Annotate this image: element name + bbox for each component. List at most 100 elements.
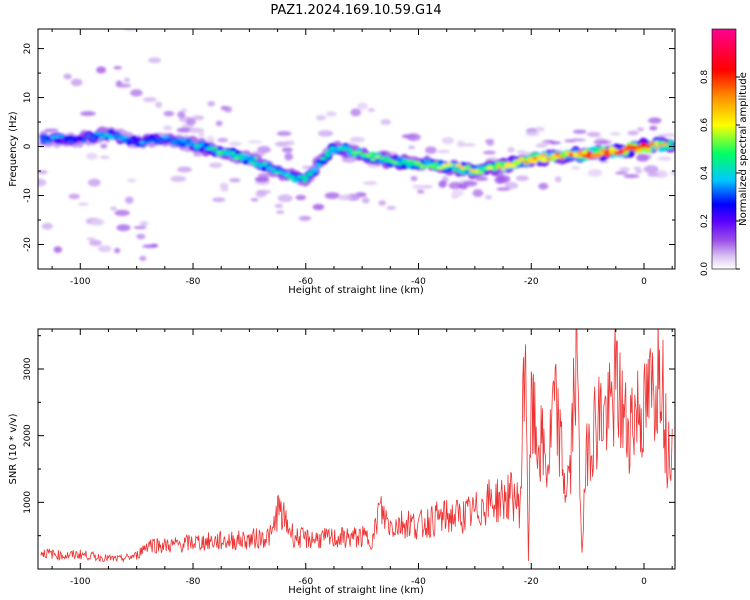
heatmap-noise-blob <box>515 175 529 182</box>
heatmap-noise-blob <box>408 145 416 149</box>
heatmap-ridge-blob <box>554 152 561 156</box>
heatmap-layer <box>38 29 675 261</box>
heatmap-ridge-blob <box>113 134 118 138</box>
heatmap-noise-blob <box>136 233 146 240</box>
heatmap-noise-blob <box>228 178 241 183</box>
heatmap-noise-blob <box>215 120 223 127</box>
spectrogram-ytick-label: 0 <box>23 143 33 149</box>
snr-panel: -100 -80 -60 -40 -20 0 1000 2000 3000 Height of … <box>8 328 676 596</box>
heatmap-noise-blob <box>534 126 545 132</box>
heatmap-ridge-blob <box>253 157 258 161</box>
heatmap-noise-blob <box>572 129 587 134</box>
snr-ytick-label: 3000 <box>23 357 33 380</box>
snr-xlabel: Height of straight line (km) <box>288 585 424 596</box>
heatmap-ridge-blob <box>348 148 353 152</box>
heatmap-noise-blob <box>123 77 131 83</box>
heatmap-noise-blob <box>474 176 489 181</box>
heatmap-noise-blob <box>163 125 173 131</box>
heatmap-noise-blob <box>142 97 157 102</box>
heatmap-noise-blob <box>86 237 96 241</box>
heatmap-noise-blob <box>554 176 562 183</box>
heatmap-ridge-blob <box>622 148 629 152</box>
heatmap-noise-blob <box>44 128 59 133</box>
heatmap-ridge-blob <box>609 150 615 154</box>
colorbar: 0.0 0.2 0.4 0.6 0.8 Normalized spectral ampl… <box>700 28 749 276</box>
heatmap-ridge-blob <box>212 147 218 151</box>
heatmap-noise-blob <box>99 155 110 159</box>
spectrogram-xtick-label: -40 <box>411 277 426 287</box>
colorbar-ticks: 0.0 0.2 0.4 0.6 0.8 <box>700 70 740 276</box>
heatmap-noise-blob <box>139 255 147 261</box>
heatmap-noise-blob <box>482 150 496 155</box>
spectrogram-xtick-label: -60 <box>298 277 313 287</box>
heatmap-ridge-blob <box>590 153 598 157</box>
heatmap-ridge-blob <box>266 162 272 168</box>
heatmap-ridge-blob <box>401 160 408 165</box>
heatmap-ridge-blob <box>486 166 494 170</box>
heatmap-ridge-blob <box>247 155 255 162</box>
heatmap-ridge-blob <box>316 163 321 167</box>
spectrogram-xtick-label: -80 <box>186 277 201 287</box>
heatmap-noise-blob <box>593 139 609 145</box>
heatmap-noise-blob <box>636 153 648 161</box>
heatmap-noise-blob <box>220 105 228 111</box>
heatmap-ridge-blob <box>522 160 530 165</box>
heatmap-ridge-blob <box>477 171 485 175</box>
heatmap-ridge-blob <box>289 176 294 180</box>
heatmap-noise-blob <box>110 206 117 211</box>
heatmap-ridge-blob <box>550 153 556 158</box>
heatmap-noise-blob <box>338 194 353 201</box>
heatmap-ridge-blob <box>262 162 267 166</box>
heatmap-ridge-blob <box>379 156 385 160</box>
heatmap-noise-blob <box>127 178 137 183</box>
heatmap-ridge-blob <box>492 167 497 171</box>
heatmap-noise-blob <box>295 194 307 201</box>
heatmap-ridge-blob <box>50 135 56 140</box>
spectrogram-frame <box>37 28 676 270</box>
heatmap-noise-blob <box>192 115 205 121</box>
heatmap-noise-blob <box>229 141 242 147</box>
heatmap-noise-blob <box>472 189 484 197</box>
heatmap-noise-blob <box>139 220 149 227</box>
heatmap-ridge-blob <box>564 151 570 155</box>
snr-frame <box>37 328 676 570</box>
heatmap-noise-blob <box>538 141 552 146</box>
heatmap-ridge-blob <box>86 134 92 138</box>
heatmap-noise-blob <box>484 194 493 200</box>
heatmap-noise-blob <box>275 210 285 214</box>
heatmap-ridge-blob <box>432 162 440 166</box>
heatmap-noise-blob <box>63 73 72 80</box>
heatmap-noise-blob <box>198 132 205 137</box>
heatmap-ridge-blob <box>239 157 245 162</box>
heatmap-noise-blob <box>380 118 391 126</box>
heatmap-noise-blob <box>587 168 603 177</box>
heatmap-noise-blob <box>250 198 259 202</box>
heatmap-ridge-blob <box>180 138 187 143</box>
heatmap-noise-blob <box>206 135 215 144</box>
heatmap-ridge-blob <box>655 146 659 150</box>
heatmap-ridge-blob <box>230 151 236 155</box>
heatmap-ridge-blob <box>618 149 624 153</box>
heatmap-noise-blob <box>116 224 131 232</box>
heatmap-noise-blob <box>448 181 462 190</box>
heatmap-noise-blob <box>564 139 577 143</box>
spectrogram-ytick-label: -20 <box>23 237 33 252</box>
spectrogram-xtick-label: -20 <box>524 277 539 287</box>
colorbar-tick-label: 0.8 <box>700 70 710 85</box>
heatmap-noise-blob <box>188 127 205 134</box>
heatmap-noise-blob <box>315 114 327 121</box>
heatmap-ridge-blob <box>436 166 445 170</box>
heatmap-ridge-blob <box>265 166 273 170</box>
colorbar-tick-label: 0.6 <box>700 118 710 133</box>
heatmap-ridge-blob <box>279 171 286 175</box>
heatmap-ridge-blob <box>541 153 548 157</box>
heatmap-noise-blob <box>462 143 476 147</box>
heatmap-noise-blob <box>637 127 645 132</box>
heatmap-noise-blob <box>657 156 672 161</box>
heatmap-noise-blob <box>163 110 175 117</box>
heatmap-ridge-blob <box>536 156 543 160</box>
heatmap-ridge-blob <box>513 162 521 166</box>
heatmap-ridge-blob <box>460 169 466 175</box>
heatmap-ridge-blob <box>414 161 422 165</box>
